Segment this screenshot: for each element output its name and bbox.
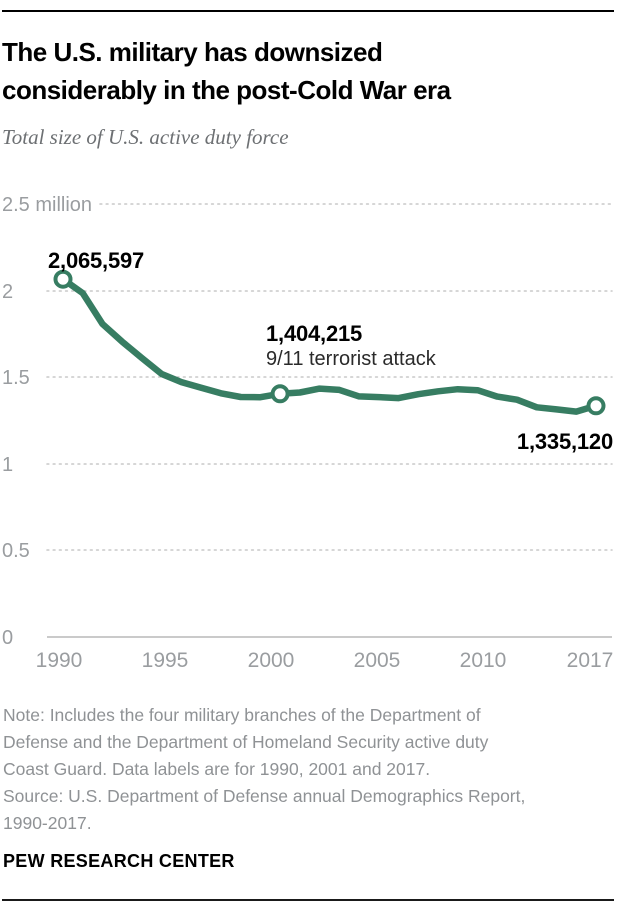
y-tick-label: 2 [2, 281, 13, 303]
page-title: The U.S. military has downsized consider… [2, 37, 451, 105]
x-tick-label: 2000 [248, 649, 295, 672]
y-tick-label: 0.5 [2, 540, 30, 562]
callout-2001-value: 1,404,215 [266, 321, 362, 346]
data-point-2017 [586, 396, 606, 416]
y-tick-label: 1 [2, 454, 13, 476]
y-tick-label: 0 [2, 627, 13, 649]
x-tick-label: 2005 [354, 649, 401, 672]
pew-research-center-wordmark: PEW RESEARCH CENTER [3, 851, 235, 871]
x-tick-label: 2017 [567, 649, 614, 672]
data-point-markers [53, 269, 606, 416]
top-divider [2, 10, 614, 12]
y-tick-label: 2.5 million [2, 194, 92, 216]
chart-source: Source: U.S. Department of Defense annua… [3, 786, 526, 833]
x-tick-label: 2010 [460, 649, 507, 672]
chart-note: Note: Includes the four military branche… [3, 705, 489, 779]
x-tick-label: 1995 [142, 649, 189, 672]
callout-2017-value: 1,335,120 [517, 429, 613, 454]
callout-2001-annotation: 9/11 terrorist attack [266, 348, 437, 370]
y-tick-label: 1.5 [2, 367, 30, 389]
x-tick-label: 1990 [36, 649, 83, 672]
bottom-divider [2, 899, 614, 901]
data-point-1990 [53, 269, 73, 289]
chart-subtitle: Total size of U.S. active duty force [2, 125, 289, 149]
data-point-2001 [270, 384, 290, 404]
line-chart: 2.5 million 2 1.5 1 0.5 0 2,065,597 1,40… [2, 194, 614, 672]
callout-1990-value: 2,065,597 [48, 248, 144, 273]
active-duty-series-line [59, 275, 600, 415]
